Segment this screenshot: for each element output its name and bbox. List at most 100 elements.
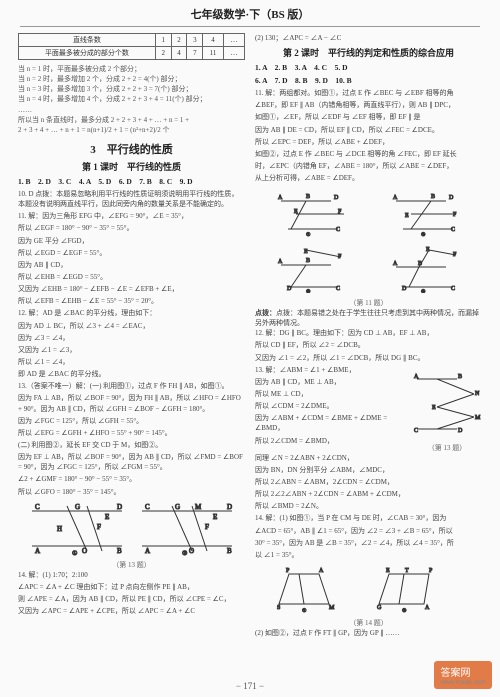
svg-text:F: F	[453, 252, 457, 258]
svg-text:D: D	[458, 428, 463, 434]
cell: 4	[171, 47, 187, 60]
content-columns: 直线条数 1 2 3 4 … 平面最多被分成的部分个数 2 4 7 11 … 当…	[0, 33, 500, 640]
svg-text:D: D	[287, 286, 292, 292]
svg-text:M: M	[195, 503, 202, 511]
svg-text:H: H	[57, 525, 62, 533]
cell: 平面最多被分成的部分个数	[19, 47, 156, 60]
svg-text:B: B	[227, 547, 232, 555]
answer-row: 6. A 7. D 8. B 9. D 10. B	[255, 75, 482, 86]
cell: …	[223, 47, 244, 60]
section-title: 3 平行线的性质	[18, 141, 245, 157]
solution-line: 因为 EF ⊥ AB，所以 ∠BOF = 90°，因为 AB ∥ CD，所以 ∠…	[18, 452, 245, 472]
solution-line: 因为 BN，DN 分别平分 ∠ABM，∠MDC，	[255, 465, 482, 475]
svg-text:A: A	[414, 374, 419, 380]
svg-text:E: E	[304, 249, 308, 255]
svg-text:D: D	[449, 195, 454, 201]
solution-line: 所以 ∠EHB = ∠EGD = 55°。	[18, 272, 245, 282]
svg-text:M: M	[475, 415, 481, 421]
solution-item: 14. 解：(1) 1:70；2:100	[18, 570, 245, 580]
solution-line: 因为 ∠FGC = 125°，所以 ∠GFH = 55°。	[18, 416, 245, 426]
svg-text:E: E	[386, 568, 390, 574]
diagram-row: A B D E F C ① A B D E	[255, 185, 482, 241]
solution-line: 因为 ∠3 = ∠4，	[18, 333, 245, 343]
solution-line: 又因为 ∠APC = ∠APE + ∠CPE，所以 ∠APC = ∠A + ∠C	[18, 606, 245, 616]
geometry-diagram-13r: A B N E M C D	[412, 369, 482, 439]
solution-line: 所以 ME ⊥ CD，	[255, 389, 408, 399]
svg-text:B: B	[431, 194, 435, 200]
svg-text:E: E	[432, 405, 436, 411]
solution-line: 所以 ∠BMD = 2∠N。	[255, 501, 482, 511]
svg-text:F: F	[453, 212, 457, 218]
note-line: 2 + 3 + 4 + … + n + 1 = n(n+1)/2 + 1 = (…	[18, 125, 245, 135]
page-header: 七年级数学·下（BS 版）	[20, 0, 480, 27]
item-text-block: 13. 解：∠ABM = ∠1 + ∠BME， 因为 AB ∥ CD，ME ⊥ …	[255, 365, 408, 448]
svg-text:C: C	[35, 503, 40, 511]
svg-text:B: B	[418, 261, 422, 267]
answer-row: 1. A 2. B 3. A 4. C 5. D	[255, 62, 482, 73]
left-column: 直线条数 1 2 3 4 … 平面最多被分成的部分个数 2 4 7 11 … 当…	[18, 33, 245, 640]
figure-caption: （第 13 题）	[18, 560, 245, 570]
geometry-diagram-11c: A B F E D C ③	[276, 245, 346, 293]
svg-text:G: G	[175, 503, 180, 511]
svg-text:A: A	[35, 547, 40, 555]
figure-caption: （第 13 题）	[412, 443, 482, 453]
note-line: ……	[18, 105, 245, 115]
svg-text:③: ③	[306, 289, 311, 293]
svg-text:A: A	[278, 195, 283, 201]
solution-item: 13.（答案不唯一）解：(一) 利用图①，过点 F 作 FH ∥ AB，如图①。	[18, 381, 245, 391]
svg-text:E: E	[213, 513, 217, 521]
svg-text:②: ②	[182, 550, 187, 556]
geometry-diagram-13: C G D A O B H F E ① C G M D A	[27, 501, 237, 556]
solution-line: 所以 ∠GFO = 180° − 35° = 145°。	[18, 487, 245, 497]
svg-text:F: F	[338, 254, 342, 260]
solution-line: 所以 ∠EGD = ∠EGF = 55°。	[18, 248, 245, 258]
solution-item: 12. 解：DG ∥ BC。理由如下：因为 CD ⊥ AB，EF ⊥ AB，	[255, 328, 482, 338]
solution-item: 14. 解：(1) 如图①，当 P 在 CM 与 DE 时，∠CAB = 30°…	[255, 513, 482, 523]
solution-item: 13. 解：∠ABM = ∠1 + ∠BME，	[255, 365, 408, 375]
solution-line: 则 ∠APE = ∠A，因为 AB ∥ CD，所以 PE ∥ CD，所以 ∠CP…	[18, 594, 245, 604]
solution-line: 又因为 ∠1 = ∠3，	[18, 345, 245, 355]
svg-text:C: C	[451, 286, 455, 292]
cell: 直线条数	[19, 34, 156, 47]
svg-text:A: A	[393, 195, 398, 201]
solution-line: 所以 2∠2∠ABN + 2∠CDN = ∠ABM + ∠CDM，	[255, 489, 482, 499]
cell: 11	[203, 47, 224, 60]
solution-line: 所以 ∠1 = ∠4，	[18, 357, 245, 367]
solution-line: 如图①，∠EF，所以 ∠EDF 与 ∠EF 相等，即 EF ∥ 是	[255, 112, 482, 122]
svg-text:B: B	[458, 374, 462, 380]
figure-block: A B N E M C D （第 13 题）	[412, 365, 482, 453]
solution-line: 因为 FA ⊥ AB，所以 ∠BOF = 90°，因为 FH ∥ AB，所以 ∠…	[18, 393, 245, 413]
solution-line: 所以 2∠ABN = ∠ABM，2∠CDN = ∠CDM，	[255, 477, 482, 487]
svg-text:④: ④	[421, 289, 426, 293]
solution-line: 所以 ∠EFG = ∠GFH + ∠HFO = 55° + 90° = 145°…	[18, 428, 245, 438]
solution-line: 30° = 35°，因为 AB 是 ∠B = 35°，∠2 = ∠4，所以 ∠4…	[255, 538, 482, 548]
header-title: 七年级数学·下（BS 版）	[191, 9, 310, 21]
svg-text:A: A	[425, 605, 430, 611]
solution-line: 又因为 ∠EHB = 180° − ∠EFB − ∠E = ∠EFB + ∠E，	[18, 284, 245, 294]
svg-text:F: F	[97, 523, 101, 531]
figure-caption: （第 14 题）	[255, 618, 482, 628]
svg-text:A: A	[145, 547, 150, 555]
svg-text:C: C	[145, 503, 150, 511]
svg-text:O: O	[82, 547, 87, 555]
cell: 1	[155, 34, 171, 47]
geometry-diagram-11d: A B E F D C ④	[391, 245, 461, 293]
solution-item: 11. 解：两组都对。如图①，过点 E 作 ∠BEC 与 ∠EBF 相等的角	[255, 88, 482, 98]
cell: 7	[187, 47, 203, 60]
cell: 4	[203, 34, 224, 47]
solution-line: 因为 AB ∥ CD，	[18, 260, 245, 270]
geometry-diagram-11b: A B D E F C ②	[391, 189, 461, 237]
lesson-title: 第 2 课时 平行线的判定和性质的综合应用	[255, 46, 482, 59]
svg-text:B: B	[306, 258, 310, 264]
svg-text:①: ①	[72, 550, 77, 556]
cell: 3	[187, 34, 203, 47]
solution-line: 时，∠EPC（内错角 EF，∠ABE = 180°，所以 ∠ABE = ∠DEF…	[255, 161, 482, 171]
item-with-figure: 13. 解：∠ABM = ∠1 + ∠BME， 因为 AB ∥ CD，ME ⊥ …	[255, 365, 482, 453]
solution-line: 因为 AB ∥ DE = CD，所以 EF ∥ CD，所以 ∠FEC = ∠DC…	[255, 125, 482, 135]
page-number: − 171 −	[0, 681, 500, 691]
data-table: 直线条数 1 2 3 4 … 平面最多被分成的部分个数 2 4 7 11 …	[18, 33, 245, 60]
solution-line: (2) 如图②，过点 F 作 FT ∥ GP，因为 GP ∥ ……	[255, 628, 482, 638]
cell: …	[223, 34, 244, 47]
svg-text:①: ①	[302, 608, 307, 614]
diagram-row: A B F E D C ③ A B E	[255, 241, 482, 297]
